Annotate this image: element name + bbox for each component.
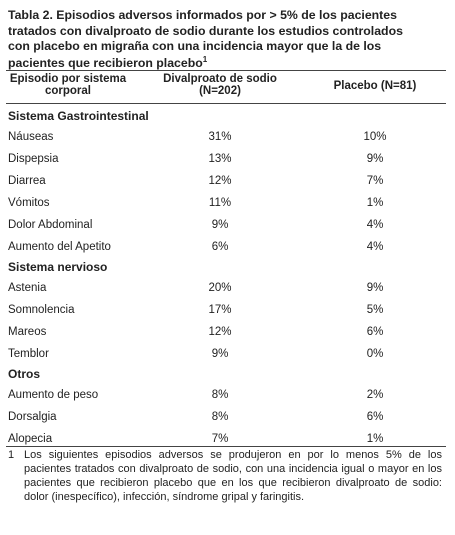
cell: 17% bbox=[208, 304, 232, 316]
cell: 8% bbox=[211, 389, 229, 401]
cell: 7% bbox=[366, 175, 384, 187]
row-label: Vómitos bbox=[8, 197, 50, 209]
title-line: pacientes que recibieron placebo1 bbox=[8, 54, 208, 70]
cell: 31% bbox=[208, 131, 232, 143]
row-label: Aumento del Apetito bbox=[8, 241, 111, 253]
row-label: Diarrea bbox=[8, 175, 46, 187]
column-header: Placebo (N=81) bbox=[333, 80, 417, 92]
cell: 0% bbox=[366, 348, 384, 360]
row-label: Dispepsia bbox=[8, 153, 59, 165]
row-label: Alopecia bbox=[8, 433, 53, 445]
footnote-text: Los siguientes episodios adversos se pro… bbox=[24, 449, 442, 503]
cell: 6% bbox=[211, 241, 229, 253]
cell: 10% bbox=[363, 131, 387, 143]
cell: 7% bbox=[211, 433, 229, 445]
cell: 12% bbox=[208, 326, 232, 338]
cell: 2% bbox=[366, 389, 384, 401]
row-label: Astenia bbox=[8, 282, 47, 294]
rule bbox=[6, 446, 446, 447]
cell: 6% bbox=[366, 326, 384, 338]
rule bbox=[6, 70, 446, 71]
cell: 4% bbox=[366, 241, 384, 253]
rule bbox=[6, 103, 446, 104]
column-header: Divalproato de sodio (N=202) bbox=[163, 73, 277, 97]
cell: 9% bbox=[366, 153, 384, 165]
row-label: Somnolencia bbox=[8, 304, 75, 316]
cell: 9% bbox=[211, 348, 229, 360]
column-header: Episodio por sistema corporal bbox=[9, 73, 127, 97]
row-label: Náuseas bbox=[8, 131, 54, 143]
cell: 6% bbox=[366, 411, 384, 423]
cell: 1% bbox=[366, 197, 384, 209]
cell: 11% bbox=[208, 197, 232, 209]
title-line: tratados con divalproato de sodio durant… bbox=[8, 23, 403, 38]
footnote-marker: 1 bbox=[8, 449, 15, 461]
cell: 20% bbox=[208, 282, 232, 294]
cell: 9% bbox=[366, 282, 384, 294]
cell: 9% bbox=[211, 219, 229, 231]
cell: 13% bbox=[208, 153, 232, 165]
row-label: Aumento de peso bbox=[8, 389, 99, 401]
cell: 8% bbox=[211, 411, 229, 423]
cell: 1% bbox=[366, 433, 384, 445]
title-line: con placebo en migraña con una incidenci… bbox=[8, 39, 382, 53]
row-label: Dorsalgia bbox=[8, 411, 57, 423]
section-heading: Sistema Gastrointestinal bbox=[8, 109, 149, 123]
cell: 5% bbox=[366, 304, 384, 316]
section-heading: Sistema nervioso bbox=[8, 260, 108, 274]
cell: 4% bbox=[366, 219, 384, 231]
section-heading: Otros bbox=[8, 367, 41, 381]
footnote-ref: 1 bbox=[202, 54, 208, 64]
title-line: Tabla 2. Episodios adversos informados p… bbox=[8, 8, 397, 22]
row-label: Temblor bbox=[8, 348, 49, 360]
row-label: Dolor Abdominal bbox=[8, 219, 93, 231]
row-label: Mareos bbox=[8, 326, 47, 338]
cell: 12% bbox=[208, 175, 232, 187]
